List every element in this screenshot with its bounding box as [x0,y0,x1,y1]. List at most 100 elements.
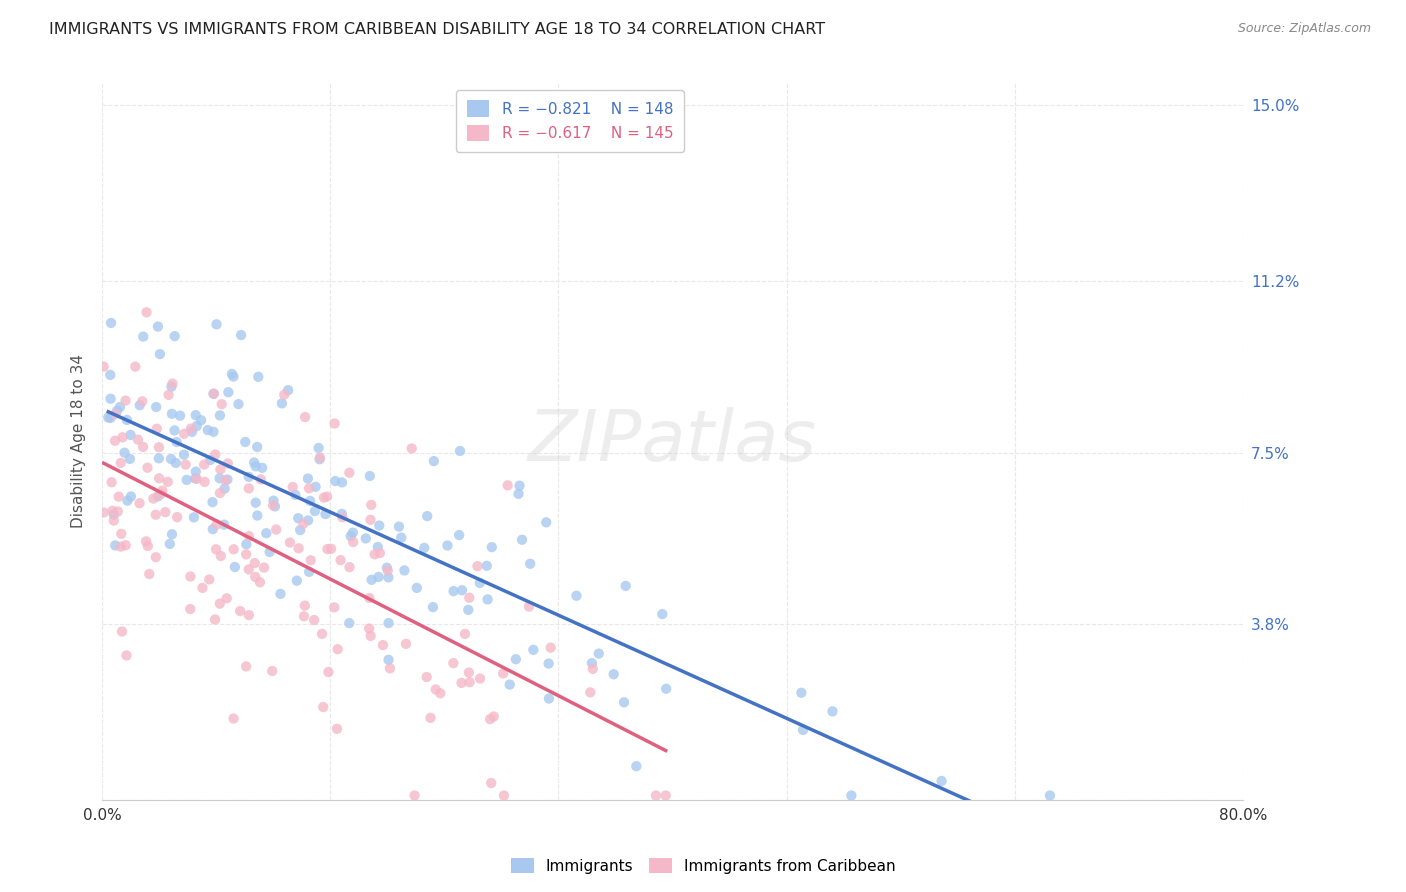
Point [294,599,316,613]
Point [201,522,224,536]
Point [368,518,391,533]
Point [841,789,863,803]
Point [217,457,239,471]
Point [162,376,184,391]
Point [205,542,228,557]
Point [211,397,233,411]
Point [481,540,503,554]
Point [146,489,169,503]
Point [337,616,360,631]
Point [330,475,353,490]
Point [115,648,138,663]
Point [222,369,245,384]
Point [579,685,602,699]
Point [114,538,136,552]
Point [330,510,353,524]
Point [184,465,207,479]
Point [314,507,336,521]
Legend: Immigrants, Immigrants from Caribbean: Immigrants, Immigrants from Caribbean [505,852,901,880]
Point [136,460,159,475]
Point [517,599,540,614]
Point [145,400,167,414]
Point [183,510,205,524]
Point [375,560,398,574]
Point [285,574,308,588]
Point [156,475,179,489]
Point [449,528,471,542]
Point [367,570,389,584]
Point [510,533,533,547]
Point [149,487,172,501]
Point [238,482,260,496]
Point [146,422,169,436]
Point [458,675,481,690]
Point [103,508,125,522]
Point [186,472,208,486]
Point [540,640,562,655]
Point [114,393,136,408]
Point [247,369,270,384]
Point [416,509,439,524]
Point [238,529,260,543]
Point [110,456,132,470]
Point [330,507,353,521]
Point [245,570,267,584]
Point [457,603,479,617]
Point [173,448,195,462]
Point [292,516,315,531]
Point [214,474,236,488]
Point [1039,789,1062,803]
Point [475,558,498,573]
Point [449,444,471,458]
Point [582,662,605,676]
Point [184,408,207,422]
Point [299,494,322,508]
Point [202,386,225,401]
Point [105,404,128,418]
Point [821,704,844,718]
Point [368,546,391,560]
Point [202,425,225,439]
Point [377,653,399,667]
Point [205,318,228,332]
Point [100,411,122,425]
Point [117,493,139,508]
Point [534,516,557,530]
Point [142,491,165,506]
Point [166,435,188,450]
Text: ZIPatlas: ZIPatlas [529,407,817,475]
Point [233,435,256,450]
Point [222,712,245,726]
Point [97,410,120,425]
Point [311,627,333,641]
Point [312,491,335,505]
Point [377,564,399,578]
Point [404,789,426,803]
Point [565,589,588,603]
Point [128,496,150,510]
Point [98,368,121,382]
Point [111,624,134,639]
Point [138,567,160,582]
Point [228,397,250,411]
Point [651,607,673,621]
Point [194,475,217,489]
Point [287,541,309,556]
Point [645,789,668,803]
Point [135,305,157,319]
Point [115,413,138,427]
Point [249,575,271,590]
Point [339,529,361,543]
Point [201,495,224,509]
Point [181,425,204,439]
Point [443,584,465,599]
Point [104,407,127,421]
Point [441,656,464,670]
Point [298,481,321,495]
Point [499,677,522,691]
Text: Source: ZipAtlas.com: Source: ZipAtlas.com [1237,22,1371,36]
Point [436,539,458,553]
Point [588,647,610,661]
Point [93,506,115,520]
Point [202,386,225,401]
